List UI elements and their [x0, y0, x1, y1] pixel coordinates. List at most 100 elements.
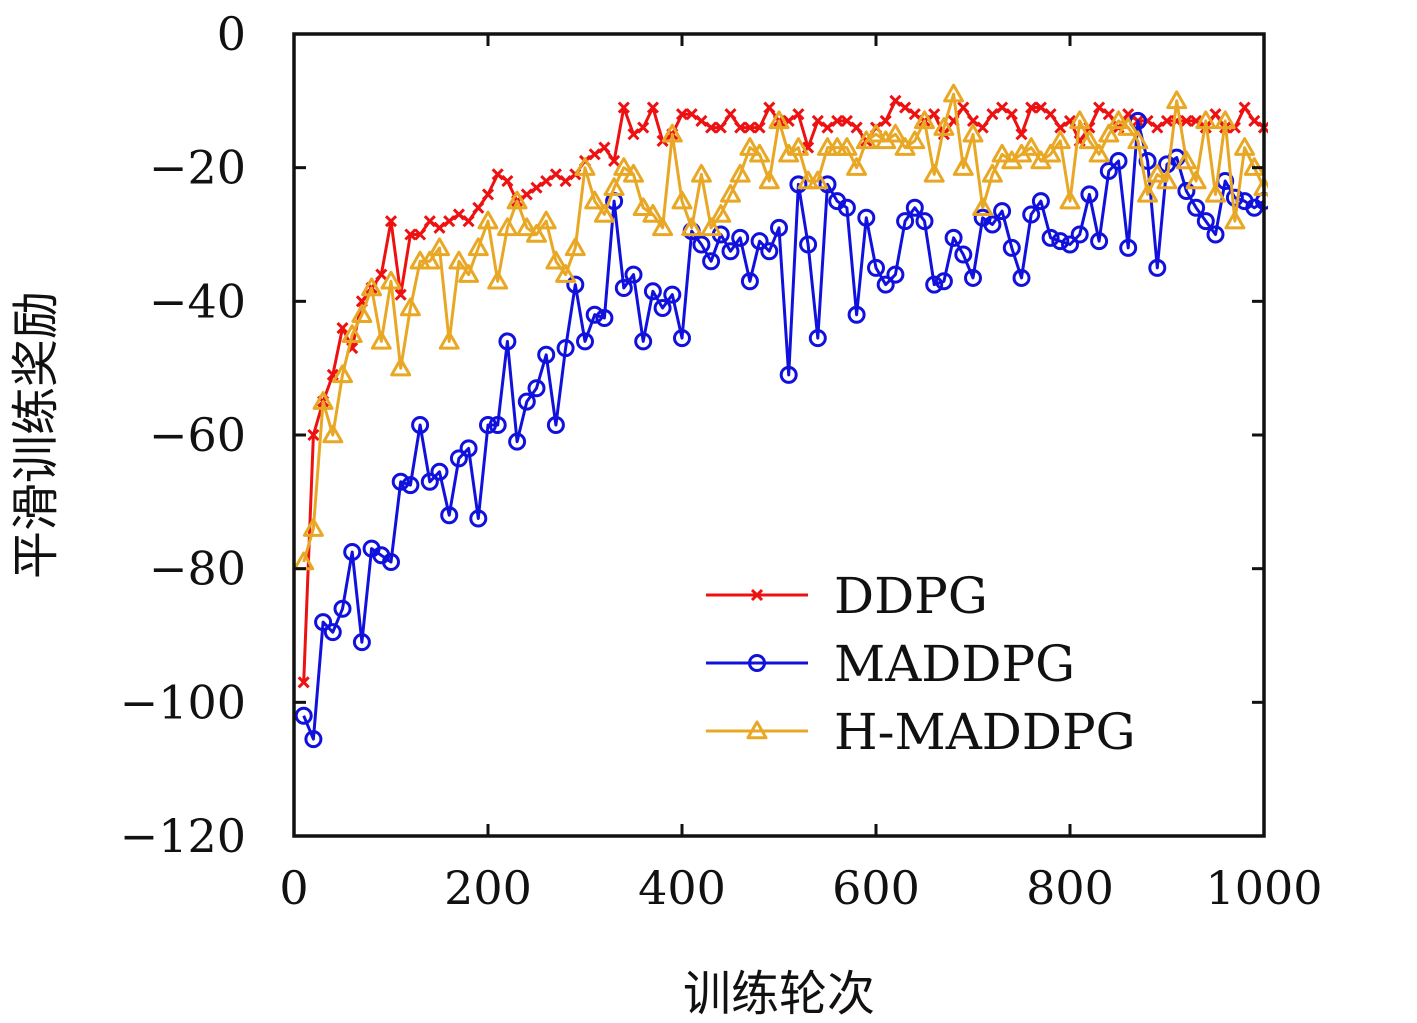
data-point-maddpg — [527, 379, 546, 398]
data-point-h-maddpg — [1175, 150, 1197, 170]
series-line-maddpg — [302, 119, 1265, 741]
data-point-ddpg — [1248, 114, 1261, 127]
data-point-maddpg — [857, 208, 876, 227]
data-point-maddpg — [886, 265, 905, 284]
data-point-h-maddpg — [1069, 110, 1091, 130]
data-point-ddpg — [443, 215, 456, 228]
legend-label: H-MADDPG — [834, 703, 1136, 761]
data-point-h-maddpg — [370, 330, 392, 350]
data-point-maddpg — [1225, 188, 1244, 207]
x-axis-title: 训练轮次 — [683, 966, 875, 1022]
data-point-h-maddpg — [729, 163, 751, 183]
data-point-ddpg — [598, 141, 611, 154]
data-point-ddpg — [608, 154, 621, 168]
data-point-h-maddpg — [438, 330, 460, 350]
data-point-ddpg — [908, 108, 921, 121]
data-point-ddpg — [491, 168, 504, 181]
data-point-h-maddpg — [574, 157, 596, 176]
data-point-ddpg — [1015, 128, 1028, 141]
data-point-ddpg — [966, 114, 980, 127]
data-point-maddpg — [343, 542, 362, 561]
data-point-ddpg — [404, 228, 417, 241]
data-point-h-maddpg — [1059, 190, 1081, 210]
data-point-maddpg — [867, 258, 885, 277]
data-point-h-maddpg — [807, 170, 829, 190]
data-point-ddpg — [452, 208, 465, 221]
data-point-maddpg — [837, 198, 856, 217]
data-point-maddpg — [566, 275, 585, 294]
data-point-maddpg — [479, 415, 497, 434]
data-point-h-maddpg — [1049, 130, 1071, 150]
data-point-h-maddpg — [361, 277, 383, 297]
data-point-ddpg — [1005, 108, 1018, 121]
data-point-h-maddpg — [768, 110, 790, 130]
data-point-h-maddpg — [884, 123, 906, 143]
data-point-maddpg — [314, 613, 333, 632]
data-point-maddpg — [1119, 238, 1138, 257]
data-point-h-maddpg — [991, 143, 1013, 163]
data-point-h-maddpg — [981, 163, 1003, 183]
data-point-maddpg — [1206, 225, 1225, 244]
data-point-ddpg — [831, 114, 844, 127]
data-point-ddpg — [414, 228, 427, 241]
data-point-h-maddpg — [1078, 130, 1100, 150]
data-point-h-maddpg — [681, 217, 703, 237]
data-point-h-maddpg — [642, 203, 664, 223]
data-point-maddpg — [915, 212, 934, 231]
data-point-maddpg — [352, 633, 371, 652]
data-point-h-maddpg — [1195, 110, 1217, 130]
data-point-maddpg — [673, 329, 691, 348]
x-tick-label: 1000 — [1205, 861, 1322, 915]
data-point-h-maddpg — [923, 163, 945, 183]
data-point-h-maddpg — [555, 264, 577, 283]
data-point-ddpg — [724, 108, 737, 121]
y-tick-label: −100 — [120, 675, 246, 729]
data-point-ddpg — [1025, 101, 1038, 114]
data-point-h-maddpg — [671, 190, 693, 210]
data-point-h-maddpg — [739, 137, 761, 156]
data-point-ddpg — [840, 114, 853, 127]
data-point-ddpg — [957, 101, 970, 114]
data-point-h-maddpg — [467, 237, 489, 257]
data-point-ddpg — [811, 114, 824, 127]
data-point-maddpg — [634, 332, 653, 351]
data-point-maddpg — [964, 268, 982, 287]
data-point-ddpg — [753, 121, 766, 134]
ticks-layer: 0 200 400 600 800 1000 0 −20 −40 −60 −80 −100 −120 — [120, 7, 1323, 915]
data-point-h-maddpg — [652, 217, 674, 237]
data-point-maddpg — [1002, 238, 1021, 257]
data-point-ddpg — [1180, 114, 1193, 127]
data-point-maddpg — [1177, 182, 1196, 201]
data-point-h-maddpg — [613, 157, 635, 176]
data-point-h-maddpg — [1234, 137, 1256, 156]
data-point-maddpg — [420, 472, 439, 491]
data-point-h-maddpg — [1185, 170, 1207, 190]
data-point-h-maddpg — [623, 163, 644, 183]
data-point-h-maddpg — [419, 250, 441, 270]
data-point-h-maddpg — [1146, 163, 1168, 183]
data-point-maddpg — [1148, 258, 1167, 277]
data-point-maddpg — [1031, 192, 1050, 211]
data-point-maddpg — [808, 329, 827, 348]
data-point-ddpg — [462, 215, 475, 228]
series-layer — [293, 83, 1268, 749]
data-point-ddpg — [1209, 108, 1222, 121]
data-point-h-maddpg — [564, 237, 586, 257]
legend-label: DDPG — [834, 567, 988, 625]
data-point-h-maddpg — [846, 157, 868, 176]
data-point-ddpg — [375, 268, 388, 281]
data-point-maddpg — [1022, 205, 1041, 224]
data-point-maddpg — [614, 278, 633, 297]
data-point-ddpg — [743, 121, 756, 134]
data-point-maddpg — [1051, 232, 1070, 251]
data-point-ddpg — [588, 148, 601, 161]
data-point-ddpg — [821, 121, 834, 134]
data-point-ddpg — [1093, 101, 1106, 114]
series-maddpg — [294, 111, 1268, 749]
data-point-ddpg — [792, 108, 805, 121]
data-point-ddpg — [617, 101, 630, 114]
data-point-maddpg — [760, 242, 779, 261]
x-tick-label: 0 — [279, 861, 308, 915]
data-point-h-maddpg — [380, 270, 402, 290]
